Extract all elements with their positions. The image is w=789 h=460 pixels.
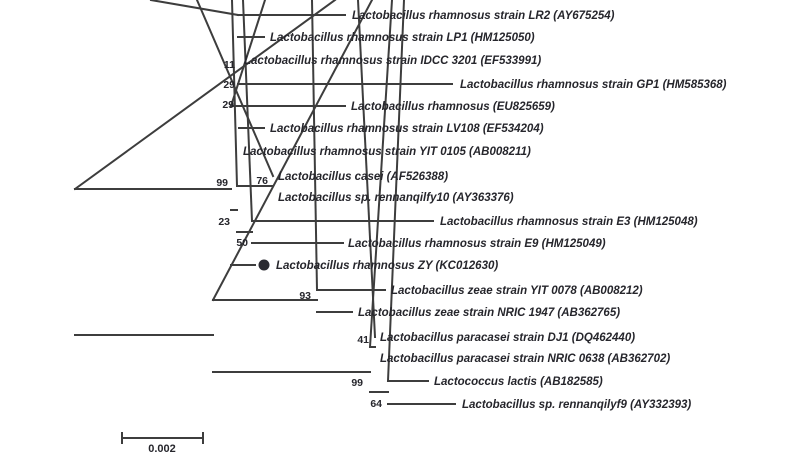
bootstrap-value: 99 xyxy=(351,377,363,389)
undefined xyxy=(211,0,374,302)
bootstrap-value: 29 xyxy=(222,99,234,111)
taxon-label: Lactobacillus rhamnosus (EU825659) xyxy=(351,101,555,113)
taxon-label: Lactobacillus zeae strain NRIC 1947 (AB3… xyxy=(358,307,620,319)
undefined xyxy=(310,0,319,292)
taxon-label: Lactobacillus sp. rennanqilfy10 (AY36337… xyxy=(278,192,514,204)
bootstrap-value: 99 xyxy=(216,177,228,189)
undefined xyxy=(230,0,239,188)
taxon-label: Lactobacillus casei (AF526388) xyxy=(278,171,448,183)
taxon-label: Lactobacillus rhamnosus strain YIT 0105 … xyxy=(243,146,531,158)
undefined xyxy=(149,0,240,17)
taxon-label: Lactobacillus paracasei strain DJ1 (DQ46… xyxy=(380,332,635,344)
taxon-label: Lactobacillus rhamnosus strain LV108 (EF… xyxy=(270,123,544,135)
bootstrap-value: 64 xyxy=(370,398,382,410)
taxon-label: Lactobacillus rhamnosus strain E9 (HM125… xyxy=(348,238,606,250)
bootstrap-value: 50 xyxy=(236,237,248,249)
bootstrap-value: 29 xyxy=(223,79,235,91)
taxon-label: Lactobacillus sp. rennanqilyf9 (AY332393… xyxy=(462,399,691,411)
bootstrap-value: 41 xyxy=(357,334,369,346)
query-strain-marker-icon xyxy=(258,259,270,271)
undefined xyxy=(386,0,406,383)
undefined xyxy=(229,0,267,108)
bootstrap-value: 11 xyxy=(224,59,235,71)
taxon-label: Lactococcus lactis (AB182585) xyxy=(434,376,603,388)
bootstrap-value: 23 xyxy=(218,216,230,228)
taxon-label: Lactobacillus paracasei strain NRIC 0638… xyxy=(380,353,670,365)
taxon-label: Lactobacillus rhamnosus ZY (KC012630) xyxy=(276,260,498,272)
taxon-label: Lactobacillus rhamnosus strain GP1 (HM58… xyxy=(460,79,727,91)
undefined xyxy=(356,0,377,339)
undefined xyxy=(73,0,337,191)
bootstrap-value: 76 xyxy=(256,175,268,187)
taxon-label: Lactobacillus rhamnosus strain LR2 (AY67… xyxy=(352,10,615,22)
taxon-label: Lactobacillus rhamnosus strain IDCC 3201… xyxy=(244,55,541,67)
taxon-label: Lactobacillus zeae strain YIT 0078 (AB00… xyxy=(391,285,643,297)
undefined xyxy=(195,0,275,178)
bootstrap-value: 93 xyxy=(299,290,311,302)
taxon-label: Lactobacillus rhamnosus strain E3 (HM125… xyxy=(440,216,698,228)
scale-bar-label: 0.002 xyxy=(148,443,176,455)
taxon-label: Lactobacillus rhamnosus strain LP1 (HM12… xyxy=(270,32,535,44)
